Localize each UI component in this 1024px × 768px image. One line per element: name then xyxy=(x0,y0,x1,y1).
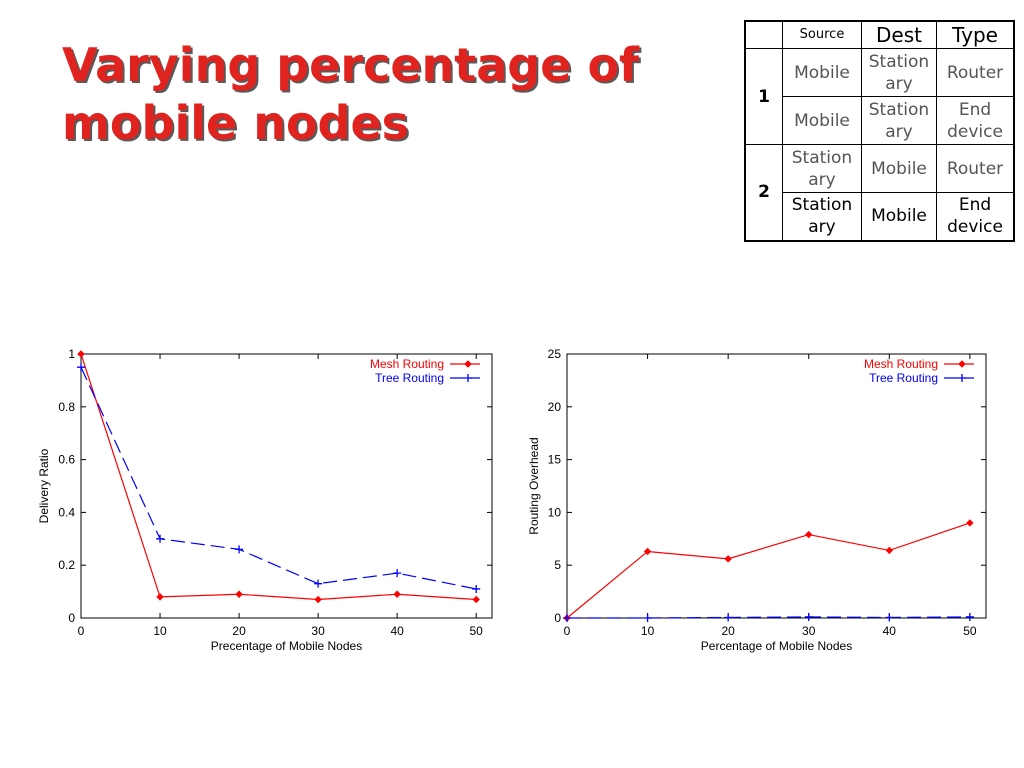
data-point xyxy=(643,614,652,622)
x-tick-label: 0 xyxy=(564,624,571,638)
cell-dest: Station ary xyxy=(861,96,937,145)
data-point xyxy=(77,350,85,358)
cell-type: End device xyxy=(936,192,1015,241)
data-point xyxy=(966,519,974,527)
table-row: 2 Station ary Mobile Router xyxy=(744,144,1015,241)
table-row: 1 Mobile Station ary Router xyxy=(744,48,1015,145)
cell-dest: Mobile xyxy=(861,144,937,193)
routing-overhead-chart: 0 10 20 30 40 50 0 5 10 15 20 25 Percentage of Mobil… xyxy=(527,347,987,653)
data-point xyxy=(724,613,733,622)
data-point xyxy=(393,569,402,578)
legend-label: Mesh Routing xyxy=(864,357,938,371)
data-point xyxy=(804,612,813,621)
y-axis-label: Delivery Ratio xyxy=(37,448,51,523)
x-tick-label: 0 xyxy=(78,624,85,638)
x-tick-label: 50 xyxy=(470,624,484,638)
x-tick-label: 30 xyxy=(311,624,325,638)
y-tick-label: 5 xyxy=(554,558,561,572)
legend-marker xyxy=(464,360,472,368)
y-tick-label: 20 xyxy=(548,400,562,414)
legend-marker xyxy=(958,360,966,368)
group-label: 2 xyxy=(744,144,783,241)
table-header-row: Source Dest Type xyxy=(744,20,1015,49)
y-tick-label: 0.4 xyxy=(58,505,75,519)
series-line xyxy=(567,616,970,619)
x-axis-label: Percentage of Mobile Nodes xyxy=(701,639,852,653)
cell-source: Mobile xyxy=(782,96,862,145)
legend-marker xyxy=(464,374,472,382)
data-point xyxy=(314,595,322,604)
x-tick-label: 10 xyxy=(153,624,167,638)
x-tick-label: 40 xyxy=(883,624,897,638)
data-point xyxy=(472,584,481,593)
header-type: Type xyxy=(936,20,1015,49)
x-axis-label: Precentage of Mobile Nodes xyxy=(211,639,362,653)
table-row: Station ary Mobile End device xyxy=(745,192,1015,241)
plot-frame xyxy=(566,353,987,619)
legend-marker xyxy=(958,374,966,382)
configuration-table: Source Dest Type 1 Mobile Station ary Ro… xyxy=(744,20,1015,242)
delivery-ratio-chart: 0 10 20 30 40 50 0 0.2 0.4 0.6 0.8 1 Precentage of M… xyxy=(37,347,493,653)
y-tick-label: 25 xyxy=(548,347,562,361)
data-point xyxy=(724,555,732,563)
table-row: Mobile Station ary End device xyxy=(745,96,1015,145)
cell-dest: Station ary xyxy=(861,48,937,97)
x-tick-label: 30 xyxy=(802,624,816,638)
table-corner-cell xyxy=(744,20,783,49)
cell-source: Mobile xyxy=(782,48,862,97)
cell-type: Router xyxy=(936,48,1015,97)
data-point xyxy=(314,579,323,588)
y-axis-label: Routing Overhead xyxy=(527,437,541,534)
group-label: 1 xyxy=(744,48,783,145)
cell-source: Station ary xyxy=(782,144,862,193)
data-point xyxy=(885,613,894,622)
data-point xyxy=(643,547,652,556)
y-tick-label: 0 xyxy=(68,611,75,625)
plot-frame xyxy=(80,353,493,619)
cell-source: Station ary xyxy=(782,192,862,241)
data-point xyxy=(472,595,480,604)
data-point xyxy=(156,534,165,543)
x-tick-label: 50 xyxy=(963,624,977,638)
cell-type: End device xyxy=(936,96,1015,145)
x-tick-label: 40 xyxy=(390,624,404,638)
legend-label: Mesh Routing xyxy=(370,357,444,371)
series-line xyxy=(80,366,477,590)
header-dest: Dest xyxy=(861,20,937,49)
series-line xyxy=(566,522,971,619)
data-point xyxy=(235,545,244,554)
y-tick-label: 1 xyxy=(68,347,75,361)
cell-dest: Mobile xyxy=(861,192,937,241)
y-tick-label: 10 xyxy=(548,505,562,519)
y-tick-label: 0.8 xyxy=(58,400,75,414)
legend-label: Tree Routing xyxy=(869,371,938,385)
data-point xyxy=(393,590,401,598)
data-point xyxy=(965,612,974,621)
data-point xyxy=(805,530,813,539)
y-tick-label: 15 xyxy=(548,453,562,467)
data-point xyxy=(77,363,85,372)
data-point xyxy=(885,546,894,555)
data-point xyxy=(156,593,164,601)
y-tick-label: 0 xyxy=(554,611,561,625)
data-point xyxy=(563,614,571,622)
legend-label: Tree Routing xyxy=(375,371,444,385)
page-title: Varying percentage of mobile nodes xyxy=(62,38,640,150)
x-tick-label: 10 xyxy=(641,624,655,638)
data-point xyxy=(235,590,243,598)
series-line xyxy=(80,353,477,601)
x-tick-label: 20 xyxy=(721,624,735,638)
y-tick-label: 0.6 xyxy=(58,453,75,467)
x-tick-label: 20 xyxy=(232,624,246,638)
cell-type: Router xyxy=(936,144,1015,193)
header-source: Source xyxy=(782,20,862,49)
y-tick-label: 0.2 xyxy=(58,558,75,572)
